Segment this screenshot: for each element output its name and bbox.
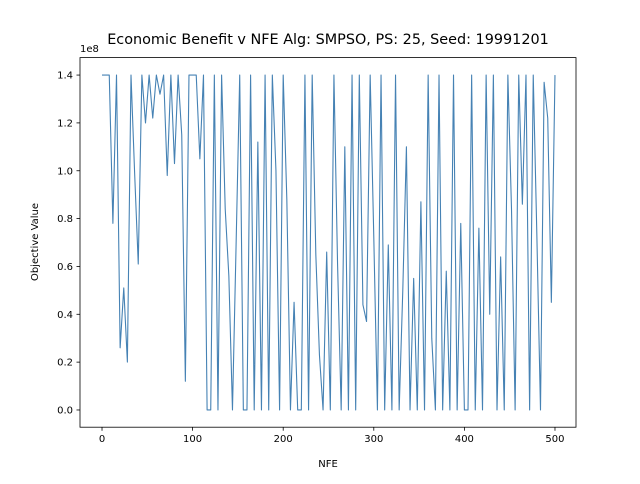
y-tick-label: 0.8 (57, 214, 73, 225)
y-tick-label: 0.2 (57, 358, 73, 369)
y-axis-label: Objective Value (30, 203, 41, 281)
x-tick-label: 300 (364, 434, 383, 445)
y-tick-label: 0.0 (57, 405, 73, 416)
y-offset-label: 1e8 (80, 44, 99, 55)
x-tick-label: 0 (99, 434, 105, 445)
y-tick-label: 0.6 (57, 262, 73, 273)
chart-title: Economic Benefit v NFE Alg: SMPSO, PS: 2… (107, 32, 549, 48)
y-tick-label: 1.2 (57, 118, 73, 129)
x-axis-label: NFE (318, 459, 338, 470)
x-tick-label: 100 (183, 434, 202, 445)
x-tick-label: 400 (455, 434, 474, 445)
plot-frame (79, 57, 577, 428)
x-tick-label: 200 (274, 434, 293, 445)
y-tick-label: 1.0 (57, 166, 73, 177)
y-tick-label: 0.4 (57, 310, 73, 321)
x-tick-label: 500 (545, 434, 564, 445)
y-tick-label: 1.4 (57, 71, 73, 82)
data-line (102, 74, 556, 411)
